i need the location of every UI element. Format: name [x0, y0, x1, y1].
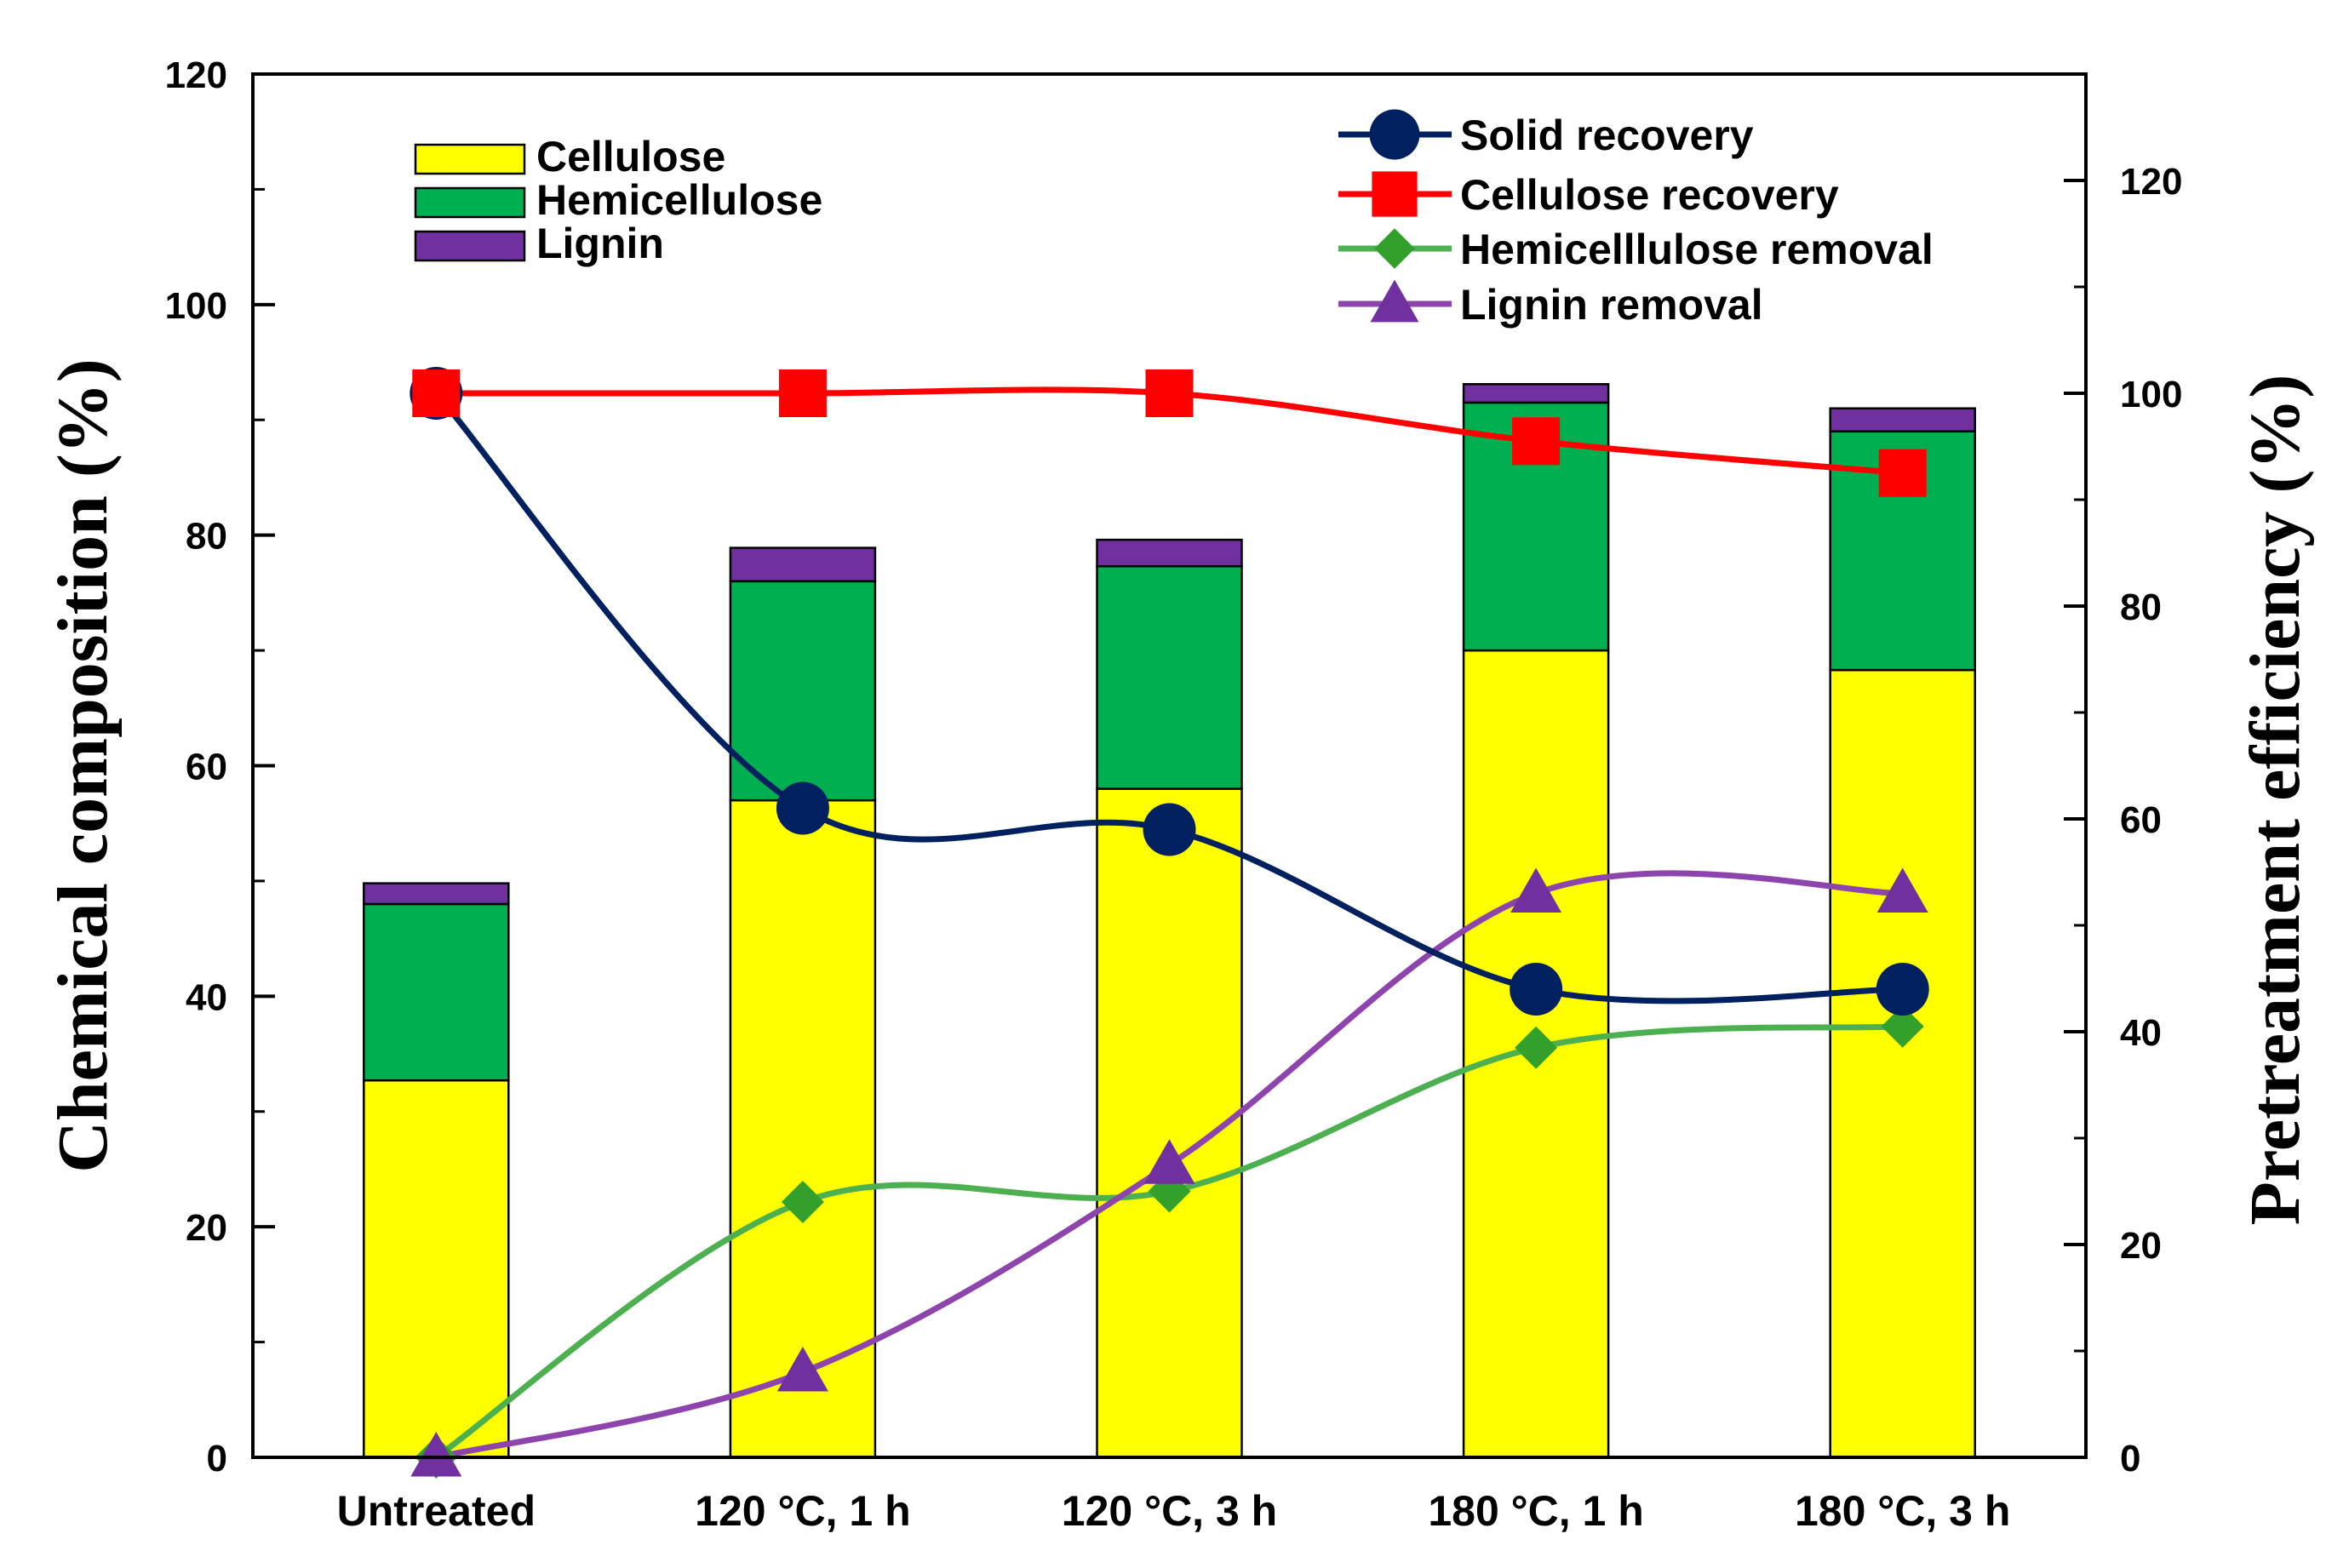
legend-marker-cellulose-recovery	[1372, 171, 1418, 217]
legend-label-cellulose: Cellulose	[536, 133, 725, 180]
bar-lignin-180-c-1-h	[1462, 383, 1610, 404]
point-solid-recovery-120-c-3-h	[1143, 803, 1196, 856]
y-axis-title: Chemical composition (%)	[43, 358, 123, 1173]
bar-layer	[363, 383, 1976, 1459]
legend-swatch-hemicellulose	[414, 186, 526, 219]
x-tick-label-120-c-3-h: 120 °C, 3 h	[1062, 1487, 1277, 1535]
y2-tick-label-100: 100	[2120, 374, 2182, 415]
y2-tick-label-40: 40	[2120, 1012, 2162, 1054]
y2-tick-label-60: 60	[2120, 799, 2162, 841]
point-solid-recovery-120-c-1-h	[776, 781, 829, 835]
point-solid-recovery-180-c-1-h	[1510, 963, 1563, 1016]
bar-lignin-180-c-3-h	[1829, 407, 1976, 433]
point-lignin-removal-180-c-1-h	[1510, 867, 1562, 913]
bar-lignin-120-c-1-h	[729, 547, 877, 583]
y-tick-label-20: 20	[186, 1207, 227, 1249]
y2-tick-label-0: 0	[2120, 1438, 2140, 1479]
line-legend: Solid recovery Cellulose recovery Hemicell…	[1338, 109, 1934, 329]
legend-label-lignin-removal: Lignin removal	[1460, 281, 1763, 329]
y2-tick-label-80: 80	[2120, 587, 2162, 628]
x-tick-label-120-c-1-h: 120 °C, 1 h	[695, 1487, 910, 1535]
point-lignin-removal-120-c-3-h	[1143, 1139, 1195, 1184]
axes: 0 20 40 60 80 100 120 0 20 40 60 80 100 120 Untreated 1…	[43, 54, 2315, 1535]
point-cellulose-recovery-180-c-1-h	[1512, 417, 1561, 466]
bar-hemicellulose-120-c-1-h	[729, 580, 877, 802]
point-cellulose-recovery-untreated	[412, 369, 461, 417]
x-tick-label-180-c-1-h: 180 °C, 1 h	[1428, 1487, 1643, 1535]
legend-label-hemicellulose: Hemicellulose	[536, 176, 822, 224]
legend-label-solid-recovery: Solid recovery	[1460, 112, 1754, 159]
point-cellulose-recovery-120-c-1-h	[778, 369, 827, 417]
line-layer	[410, 367, 1929, 1479]
y-tick-label-120: 120	[165, 54, 227, 96]
point-lignin-removal-untreated	[410, 1432, 462, 1477]
bar-lignin-120-c-3-h	[1096, 538, 1243, 568]
legend-marker-lignin-removal	[1370, 279, 1419, 323]
point-hemicelllulose-removal-180-c-3-h	[1881, 1004, 1924, 1048]
bar-cellulose-untreated	[363, 1079, 510, 1459]
point-solid-recovery-180-c-3-h	[1876, 963, 1929, 1016]
line-solid-recovery	[433, 391, 1903, 1004]
y-tick-label-0: 0	[207, 1438, 227, 1479]
point-lignin-removal-120-c-1-h	[776, 1347, 828, 1392]
legend-marker-solid-recovery	[1369, 109, 1420, 160]
y2-tick-label-120: 120	[2120, 161, 2182, 203]
legend-label-cellulose-recovery: Cellulose recovery	[1460, 171, 1839, 219]
legend-label-hemicelllulose-removal: Hemicelllulose removal	[1460, 226, 1934, 273]
point-cellulose-recovery-180-c-3-h	[1878, 449, 1927, 497]
y2-axis-title: Pretreatment efficiency (%)	[2236, 375, 2315, 1226]
bar-cellulose-120-c-3-h	[1096, 787, 1243, 1459]
x-tick-label-untreated: Untreated	[337, 1487, 536, 1535]
legend-swatch-lignin	[414, 230, 526, 262]
x-tick-label-180-c-3-h: 180 °C, 3 h	[1795, 1487, 2010, 1535]
point-hemicelllulose-removal-180-c-1-h	[1515, 1026, 1558, 1069]
bar-lignin-untreated	[363, 882, 510, 906]
bar-hemicellulose-untreated	[363, 902, 510, 1082]
y2-tick-label-20: 20	[2120, 1225, 2162, 1267]
bar-hemicellulose-120-c-3-h	[1096, 564, 1243, 790]
y-tick-label-80: 80	[186, 516, 227, 558]
y-tick-label-40: 40	[186, 976, 227, 1018]
legend-swatch-cellulose	[414, 143, 526, 175]
point-hemicelllulose-removal-120-c-1-h	[781, 1181, 824, 1223]
point-lignin-removal-180-c-3-h	[1876, 867, 1928, 913]
point-cellulose-recovery-120-c-3-h	[1145, 369, 1194, 417]
bar-cellulose-180-c-3-h	[1829, 668, 1976, 1459]
y-tick-label-100: 100	[165, 285, 227, 327]
legend-marker-hemicelllulose-removal	[1374, 228, 1415, 269]
y-tick-label-60: 60	[186, 747, 227, 788]
legend-label-lignin: Lignin	[536, 220, 664, 267]
